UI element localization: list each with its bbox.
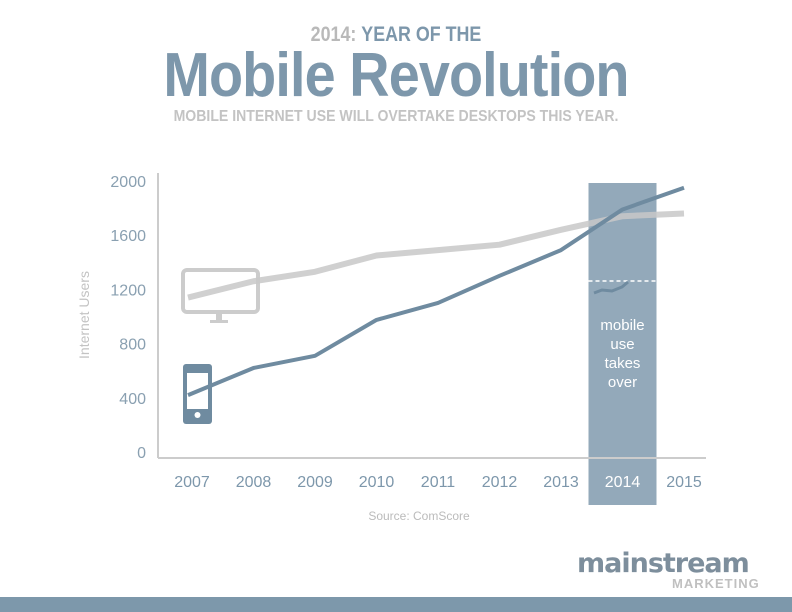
y-axis-label: Internet Users [76,271,92,359]
x-tick-label: 2010 [359,474,395,491]
y-tick-label: 1600 [110,228,146,245]
y-tick-label: 1200 [110,282,146,299]
source-note: Source: ComScore [368,509,470,523]
y-tick-label: 0 [137,445,146,462]
y-tick-label: 800 [119,337,146,354]
x-tick-label: 2013 [543,474,579,491]
mobile-phone-icon [183,364,212,424]
title-kicker-text: YEAR OF THE [361,23,482,46]
y-tick-label: 400 [119,391,146,408]
subtitle: MOBILE INTERNET USE WILL OVERTAKE DESKTO… [173,108,619,125]
title-kicker: 2014: YEAR OF THE [59,24,732,46]
x-tick-label: 2007 [174,474,210,491]
highlight-label: mobile [600,317,644,334]
page-title: Mobile Revolution [163,41,629,110]
highlight-label: takes [605,355,641,372]
x-tick-label: 2009 [297,474,333,491]
y-tick-label: 2000 [110,174,146,191]
x-tick-label: 2011 [421,474,456,491]
brand-logo: mainstream [577,548,750,579]
highlight-band [588,183,657,505]
x-tick-label: 2008 [236,474,272,491]
brand-logo-sub: MARKETING [672,576,760,591]
highlight-label: use [610,336,634,353]
highlight-mini-trend [593,280,629,295]
title-year: 2014: [310,23,357,46]
footer-bar [0,597,792,612]
x-tick-label: 2015 [666,474,702,491]
x-tick-label: 2012 [482,474,518,491]
x-tick-label: 2014 [605,474,641,491]
highlight-label: over [608,374,637,391]
